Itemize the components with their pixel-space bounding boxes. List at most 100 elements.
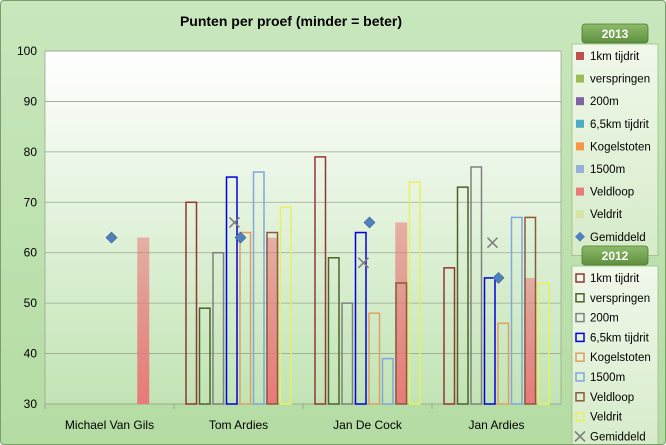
legend-entry: 6,5km tijdrit bbox=[576, 119, 650, 131]
legend-label: 200m bbox=[590, 313, 619, 325]
x-tick-label: Tom Ardies bbox=[209, 418, 268, 432]
legend-header-2012 bbox=[581, 245, 649, 266]
bar-2012-200m bbox=[212, 251, 225, 405]
legend-entry: 200m bbox=[575, 312, 619, 325]
y-tick-label: 80 bbox=[24, 145, 38, 159]
average-2013-diamond bbox=[105, 231, 118, 244]
bar-2012-veldrit bbox=[279, 206, 292, 405]
legend-label: verspringen bbox=[590, 293, 650, 305]
legend-entry: Gemiddeld bbox=[575, 231, 646, 244]
legend-entry: Veldrit bbox=[576, 209, 623, 221]
y-tick-label: 60 bbox=[24, 246, 38, 260]
bar-2012-1km-tijdrit bbox=[314, 156, 327, 405]
bar-2012-verspringen bbox=[456, 186, 469, 405]
legend-entry: Kogelstoten bbox=[575, 352, 651, 364]
chart-title: Punten per proef (minder = beter) bbox=[180, 13, 402, 29]
legend-swatch bbox=[576, 52, 584, 60]
legend-entry: Veldrit bbox=[575, 411, 623, 424]
legend-label: Gemiddeld bbox=[590, 232, 646, 244]
legend-label: 1km tijdrit bbox=[590, 273, 640, 285]
legend-label: Kogelstoten bbox=[590, 141, 651, 153]
legend-swatch bbox=[575, 293, 585, 303]
legend-label: Veldrit bbox=[590, 209, 623, 221]
legend-entry: 6,5km tijdrit bbox=[575, 332, 650, 344]
y-tick-label: 30 bbox=[24, 397, 38, 411]
bar-2012-verspringen bbox=[327, 257, 340, 405]
legend-swatch bbox=[575, 411, 585, 422]
legend-box-2013 bbox=[571, 43, 659, 256]
legend-swatch bbox=[576, 165, 584, 173]
y-tick-label: 40 bbox=[24, 347, 38, 361]
legend-swatch bbox=[576, 142, 584, 151]
bar-2012-1km-tijdrit bbox=[443, 267, 456, 405]
legend-swatch bbox=[574, 430, 586, 442]
y-tick-label: 70 bbox=[24, 195, 38, 209]
legend-box-2012 bbox=[571, 265, 659, 444]
legend-title-2012: 2012 bbox=[602, 249, 629, 263]
legend-swatch bbox=[575, 392, 585, 402]
y-tick-label: 50 bbox=[24, 296, 38, 310]
legend-label: verspringen bbox=[590, 74, 650, 86]
average-2013-diamond bbox=[492, 272, 505, 284]
legend-label: Veldrit bbox=[590, 412, 623, 424]
legend-label: Kogelstoten bbox=[590, 352, 651, 364]
legend-swatch bbox=[575, 273, 585, 283]
legend-swatch bbox=[575, 352, 585, 362]
bar-2012-1km-tijdrit bbox=[185, 201, 198, 405]
bar-2013-veldloop bbox=[266, 237, 279, 404]
bar-2012-1500m bbox=[381, 357, 394, 405]
bar-2012-kogelstoten bbox=[239, 231, 252, 405]
legend-entry: 1500m bbox=[575, 372, 625, 384]
average-2013-diamond bbox=[363, 216, 376, 229]
bar-2012-veldloop bbox=[395, 282, 408, 405]
legend-label: Veldloop bbox=[590, 392, 634, 404]
legend-entry: 200m bbox=[576, 96, 619, 108]
y-tick-label: 100 bbox=[17, 44, 37, 58]
x-tick-label: Jan Ardies bbox=[468, 418, 524, 432]
legend-swatch bbox=[576, 210, 584, 219]
legend-swatch bbox=[576, 119, 584, 128]
bar-2013-veldloop bbox=[395, 222, 408, 404]
bar-2012-1500m bbox=[252, 171, 265, 405]
legend-label: Veldloop bbox=[590, 187, 634, 199]
legend-swatch bbox=[576, 97, 584, 106]
y-tick-label: 90 bbox=[24, 94, 38, 108]
bar-2012-veldloop bbox=[266, 231, 279, 405]
legend-label: 1500m bbox=[590, 164, 625, 176]
legend-swatch bbox=[575, 372, 585, 382]
legend-label: 200m bbox=[590, 96, 619, 108]
legend-swatch bbox=[576, 187, 584, 196]
bar-2012-6-5km-tijdrit bbox=[225, 176, 238, 405]
legend-swatch bbox=[576, 74, 584, 83]
bar-2012-1500m bbox=[510, 216, 523, 405]
bar-2012-veldloop bbox=[524, 216, 537, 405]
legend-swatch bbox=[575, 312, 585, 323]
legend-swatch bbox=[575, 231, 585, 242]
bar-2012-verspringen bbox=[198, 307, 211, 405]
bar-2012-veldrit bbox=[537, 282, 550, 405]
x-tick-label: Michael Van Gils bbox=[65, 418, 154, 432]
bar-2013-veldloop bbox=[524, 277, 537, 404]
legend-header-2013 bbox=[581, 23, 649, 44]
bar-2012-6-5km-tijdrit bbox=[354, 231, 367, 405]
average-2012-x bbox=[228, 216, 241, 229]
legend-entry: Veldloop bbox=[575, 392, 634, 404]
bar-2012-200m bbox=[470, 166, 483, 405]
x-tick-label: Jan De Cock bbox=[333, 418, 403, 432]
legend-label: 1500m bbox=[590, 372, 625, 384]
legend-label: 6,5km tijdrit bbox=[590, 332, 650, 344]
legend-entry: 1km tijdrit bbox=[576, 51, 640, 63]
bar-2012-200m bbox=[341, 302, 354, 405]
bar-2012-6-5km-tijdrit bbox=[483, 277, 496, 405]
legend-entry: Veldloop bbox=[576, 187, 634, 199]
legend-label: 6,5km tijdrit bbox=[590, 119, 650, 131]
legend-entry: verspringen bbox=[575, 293, 650, 305]
legend-entry: Kogelstoten bbox=[576, 141, 651, 153]
legend-entry: Gemiddeld bbox=[574, 430, 646, 443]
legend-title-2013: 2013 bbox=[602, 27, 629, 41]
average-2012-x bbox=[486, 237, 499, 249]
legend-entry: 1km tijdrit bbox=[575, 273, 640, 285]
legend-label: Gemiddeld bbox=[590, 431, 646, 443]
